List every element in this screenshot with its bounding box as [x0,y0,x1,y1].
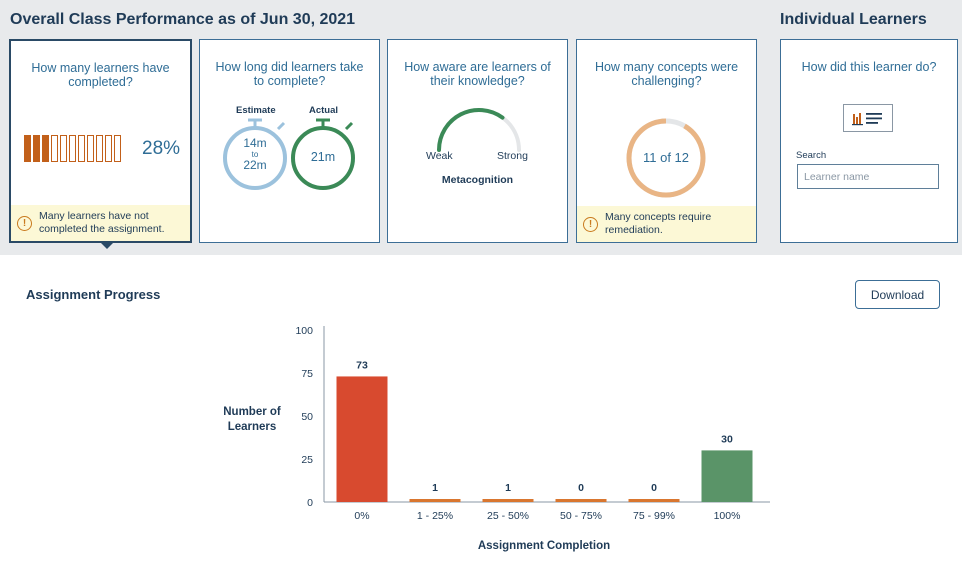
metacognition-gauge [437,107,521,152]
search-label: Search [796,150,827,161]
progress-segment [60,135,67,162]
download-button[interactable]: Download [855,280,940,309]
chart-bar [336,376,388,502]
completion-progress-bar [24,135,123,162]
completion-percent: 28% [142,138,181,159]
estimate-to: to [251,150,259,159]
warning-icon: ! [17,215,32,231]
bar-value-label: 1 [505,482,511,494]
progress-segment [87,135,94,162]
x-tick-label: 1 - 25% [417,510,453,522]
chart-bar [701,450,753,502]
chart-list-icon [852,113,882,126]
bar-value-label: 1 [432,482,438,494]
actual-stopwatch-icon [291,118,355,190]
metacognition-card[interactable]: How aware are learners of their knowledg… [387,39,568,243]
estimate-range: 14m to 22m [225,137,285,172]
progress-segment [114,135,121,162]
x-tick-label: 100% [714,510,741,522]
concepts-question: How many concepts were challenging? [594,60,739,88]
completion-callout-text: Many learners have not completed the ass… [39,210,165,235]
x-tick-label: 50 - 75% [560,510,602,522]
completion-question: How many learners have completed? [31,61,170,89]
warning-icon: ! [583,216,598,232]
completion-callout: ! Many learners have not completed the a… [11,205,190,241]
strong-label: Strong [497,150,528,162]
stopwatch-icons [223,118,355,190]
concepts-card[interactable]: How many concepts were challenging? 11 o… [576,39,757,243]
learner-card: How did this learner do? Search [780,39,958,243]
concepts-ring-fill [626,118,706,198]
progress-segment [96,135,103,162]
y-tick-label: 75 [301,368,313,380]
actual-value: 21m [310,150,336,164]
chart-list-toggle[interactable] [843,104,893,132]
chart-bar [409,499,461,502]
progress-segment [33,135,40,162]
progress-segment [69,135,76,162]
y-tick-label: 50 [301,411,313,423]
learner-search-input[interactable] [797,164,939,189]
summary-band: Overall Class Performance as of Jun 30, … [0,0,962,255]
chart-bar [628,499,680,502]
metacognition-question: How aware are learners of their knowledg… [404,60,551,88]
individual-learners-title: Individual Learners [780,11,927,28]
y-tick-label: 100 [295,325,313,337]
completion-card[interactable]: How many learners have completed? 28% ! … [9,39,192,249]
bar-value-label: 30 [721,433,733,445]
bar-value-label: 0 [578,482,584,494]
progress-segment [78,135,85,162]
x-tick-label: 25 - 50% [487,510,529,522]
progress-segment [51,135,58,162]
chart-bar [555,499,607,502]
time-card[interactable]: How long did learners take to complete? … [199,39,380,243]
bar-value-label: 0 [651,482,657,494]
chart-bar [482,499,534,502]
concepts-value: 11 of 12 [642,150,690,165]
estimate-high: 22m [243,158,267,172]
time-question: How long did learners take to complete? [215,60,364,88]
chart-y-axis-label: Number of Learners [223,406,281,433]
estimate-low: 14m [243,136,267,150]
concepts-callout: ! Many concepts require remediation. [577,206,756,242]
bar-value-label: 73 [356,359,368,371]
overall-performance-title: Overall Class Performance as of Jun 30, … [10,11,356,28]
y-tick-label: 0 [307,497,313,509]
y-tick-label: 25 [301,454,313,466]
progress-segment [105,135,112,162]
actual-label: Actual [309,105,339,116]
progress-segment [42,135,49,162]
concepts-callout-text: Many concepts require remediation. [605,211,712,236]
chart-x-axis-label: Assignment Completion [477,540,611,552]
metacognition-gauge-level [437,107,505,152]
assignment-progress-title: Assignment Progress [26,287,161,302]
concepts-ring [626,118,706,198]
x-tick-label: 0% [354,510,369,522]
progress-segment [24,135,31,162]
estimate-label: Estimate [236,105,276,116]
selected-pointer-icon [99,241,115,249]
learner-question: How did this learner do? [801,60,937,74]
x-tick-label: 75 - 99% [633,510,675,522]
metacognition-caption: Metacognition [441,174,514,186]
weak-label: Weak [426,150,453,162]
estimate-stopwatch-icon [223,118,287,190]
